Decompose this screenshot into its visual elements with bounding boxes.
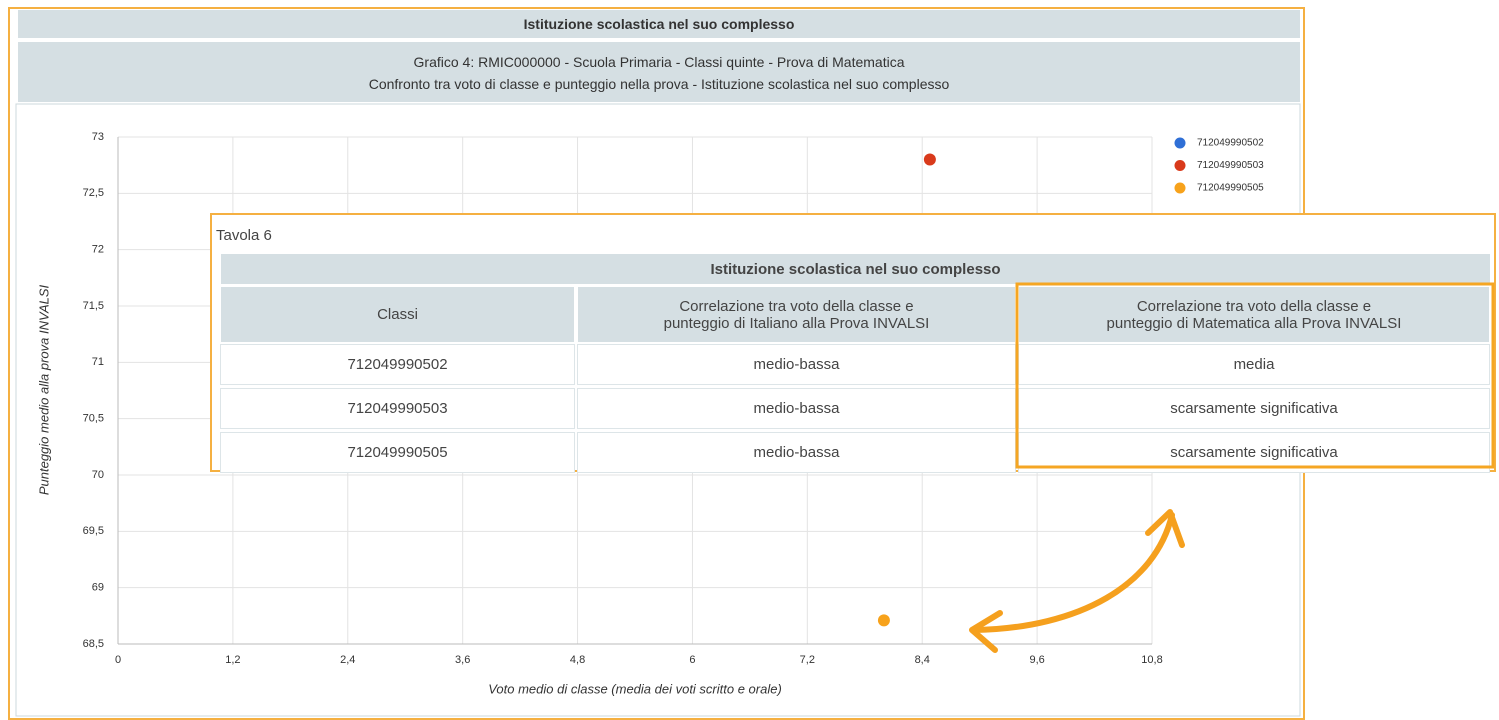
cell-text: scarsamente significativa xyxy=(1170,444,1338,461)
y-tick-label: 72 xyxy=(92,244,104,256)
table-cell: medio-bassa xyxy=(577,344,1016,385)
table-cell: medio-bassa xyxy=(577,388,1016,429)
x-tick-label: 0 xyxy=(115,654,121,666)
legend-label: 712049990505 xyxy=(1197,183,1264,194)
header-title: Istituzione scolastica nel suo complesso xyxy=(18,10,1300,38)
y-axis-title: Punteggio medio alla prova INVALSI xyxy=(36,284,51,495)
table-cell: scarsamente significativa xyxy=(1018,388,1490,429)
column-header: Correlazione tra voto della classe e punt… xyxy=(1018,286,1490,343)
cell-text: Istituzione scolastica nel suo complesso xyxy=(710,260,1001,278)
table-cell: 712049990503 xyxy=(220,388,575,429)
cell-text: medio-bassa xyxy=(753,400,840,417)
cell-text: 712049990503 xyxy=(347,400,448,417)
cell-text: punteggio di Italiano alla Prova INVALSI xyxy=(663,314,930,332)
legend-label: 712049990503 xyxy=(1197,160,1264,171)
legend-marker xyxy=(1174,160,1186,171)
cell-text: media xyxy=(1233,356,1275,373)
x-tick-label: 8,4 xyxy=(915,654,930,666)
y-tick-label: 71 xyxy=(92,356,104,368)
cell-text: 712049990502 xyxy=(347,356,448,373)
subtitle-line: Grafico 4: RMIC000000 - Scuola Primaria … xyxy=(413,54,905,70)
table-caption: Tavola 6 xyxy=(216,227,272,244)
x-tick-label: 6 xyxy=(689,654,695,666)
legend-marker xyxy=(1174,182,1186,194)
y-tick-label: 69 xyxy=(92,582,104,594)
x-tick-label: 1,2 xyxy=(225,654,240,666)
y-tick-label: 71,5 xyxy=(83,300,104,312)
x-tick-label: 3,6 xyxy=(455,654,470,666)
header-subtitle: Grafico 4: RMIC000000 - Scuola Primaria … xyxy=(18,42,1300,102)
cell-text: scarsamente significativa xyxy=(1170,400,1338,417)
x-tick-label: 10,8 xyxy=(1141,654,1162,666)
cell-text: punteggio di Matematica alla Prova INVAL… xyxy=(1106,314,1402,332)
y-tick-label: 70,5 xyxy=(83,413,104,425)
cell-text: medio-bassa xyxy=(753,356,840,373)
table-title: Istituzione scolastica nel suo complesso xyxy=(220,253,1491,285)
column-header: Classi xyxy=(220,286,575,343)
y-tick-label: 70 xyxy=(92,469,104,481)
x-tick-label: 9,6 xyxy=(1029,654,1044,666)
point xyxy=(923,153,936,166)
y-tick-label: 72,5 xyxy=(83,187,104,199)
subtitle-line: Confronto tra voto di classe e punteggio… xyxy=(368,76,950,92)
table-cell: 712049990505 xyxy=(220,432,575,473)
cell-text: Correlazione tra voto della classe e xyxy=(1136,297,1372,315)
x-tick-label: 4,8 xyxy=(570,654,585,666)
x-tick-label: 2,4 xyxy=(340,654,355,666)
legend-marker xyxy=(1174,137,1186,149)
cell-text: 712049990505 xyxy=(347,444,448,461)
y-tick-label: 69,5 xyxy=(83,525,104,537)
cell-text: Correlazione tra voto della classe e xyxy=(679,297,914,315)
x-tick-label: 7,2 xyxy=(800,654,815,666)
y-tick-label: 68,5 xyxy=(83,638,104,650)
table-panel: Tavola 6 Istituzione scolastica nel suo … xyxy=(210,213,1496,473)
y-tick-label: 73 xyxy=(92,131,104,143)
cell-text: Classi xyxy=(377,306,418,323)
legend-label: 712049990502 xyxy=(1197,138,1264,149)
column-header: Correlazione tra voto della classe e punt… xyxy=(577,286,1016,343)
table-cell: 712049990502 xyxy=(220,344,575,385)
cell-text: medio-bassa xyxy=(753,444,840,461)
table-cell: medio-bassa xyxy=(577,432,1016,473)
table-cell: scarsamente significativa xyxy=(1018,432,1490,473)
point xyxy=(877,614,890,627)
x-axis-title: Voto medio di classe (media dei voti scr… xyxy=(488,681,782,696)
table-cell: media xyxy=(1018,344,1490,385)
